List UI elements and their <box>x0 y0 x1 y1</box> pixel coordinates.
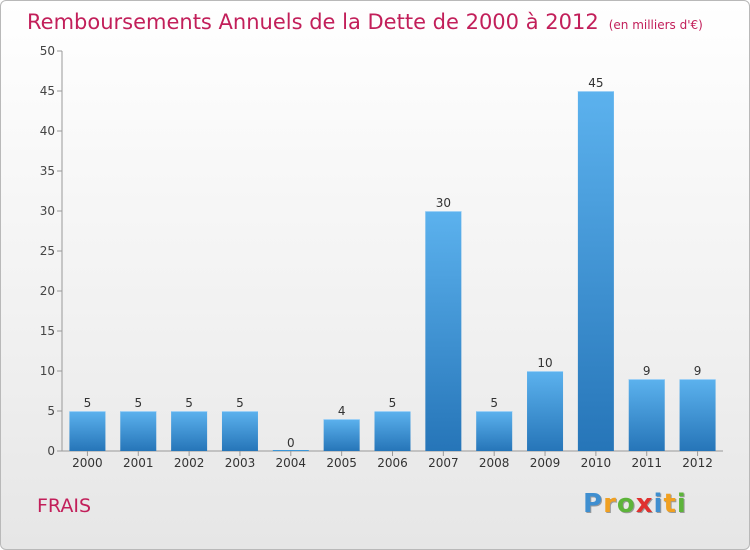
proxiti-logo: Proxiti <box>583 489 687 519</box>
x-tick-label: 2004 <box>276 456 307 470</box>
logo-letter: t <box>663 489 677 519</box>
y-tick-label: 45 <box>40 84 55 98</box>
y-tick-label: 5 <box>47 404 55 418</box>
data-label: 45 <box>588 76 603 90</box>
chart-subtitle: (en milliers d'€) <box>608 18 703 32</box>
bar <box>527 371 564 451</box>
x-tick-label: 2001 <box>123 456 154 470</box>
logo-letter: x <box>635 489 654 519</box>
y-tick-label: 25 <box>40 244 55 258</box>
x-tick-label: 2000 <box>72 456 103 470</box>
data-label: 5 <box>134 396 142 410</box>
x-tick-label: 2002 <box>174 456 205 470</box>
logo-letter: o <box>616 489 636 519</box>
y-tick-label: 40 <box>40 124 55 138</box>
y-tick-label: 15 <box>40 324 55 338</box>
bar <box>272 450 309 451</box>
y-tick-label: 10 <box>40 364 55 378</box>
x-tick-label: 2011 <box>631 456 662 470</box>
x-tick-label: 2009 <box>530 456 561 470</box>
x-tick-label: 2007 <box>428 456 459 470</box>
data-label: 5 <box>389 396 397 410</box>
logo-letter: i <box>653 489 664 519</box>
bar <box>577 91 614 451</box>
bar <box>679 379 716 451</box>
y-tick-label: 0 <box>47 444 55 458</box>
x-tick-label: 2010 <box>581 456 612 470</box>
y-tick-label: 50 <box>40 44 55 58</box>
bar <box>120 411 157 451</box>
logo-letter: i <box>676 489 687 519</box>
data-label: 5 <box>185 396 193 410</box>
bar <box>425 211 462 451</box>
bar <box>374 411 411 451</box>
x-tick-label: 2012 <box>682 456 713 470</box>
logo-letter: r <box>603 489 617 519</box>
chart-title-text: Remboursements Annuels de la Dette de 20… <box>27 10 599 34</box>
data-label: 9 <box>643 364 651 378</box>
bar <box>628 379 665 451</box>
data-label: 9 <box>694 364 702 378</box>
x-tick-label: 2005 <box>326 456 357 470</box>
data-label: 5 <box>84 396 92 410</box>
data-label: 0 <box>287 436 295 450</box>
bar <box>476 411 513 451</box>
x-tick-label: 2006 <box>377 456 408 470</box>
bar <box>323 419 360 451</box>
y-tick-label: 30 <box>40 204 55 218</box>
data-label: 4 <box>338 404 346 418</box>
commune-name: FRAIS <box>37 495 92 517</box>
data-label: 5 <box>236 396 244 410</box>
logo-letter: P <box>583 489 604 519</box>
bar <box>69 411 106 451</box>
data-label: 10 <box>537 356 552 370</box>
y-tick-label: 20 <box>40 284 55 298</box>
y-tick-label: 35 <box>40 164 55 178</box>
bar <box>171 411 208 451</box>
data-label: 5 <box>490 396 498 410</box>
data-label: 30 <box>436 196 451 210</box>
chart-title: Remboursements Annuels de la Dette de 20… <box>27 7 703 37</box>
x-tick-label: 2008 <box>479 456 510 470</box>
bar <box>221 411 258 451</box>
x-tick-label: 2003 <box>225 456 256 470</box>
